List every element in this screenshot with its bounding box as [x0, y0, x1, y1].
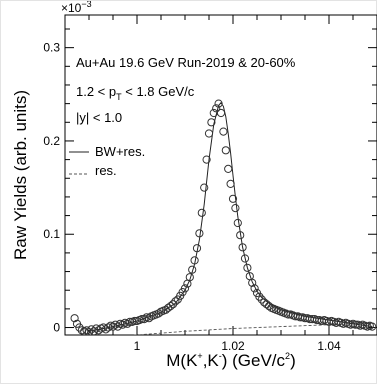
x-tick-label: 1	[134, 339, 141, 353]
data-points	[70, 99, 377, 335]
data-point	[216, 108, 226, 118]
annotation-collision: Au+Au 19.6 GeV Run-2019 & 20-60%	[76, 55, 296, 70]
y-tick-label: 0.2	[43, 134, 60, 148]
data-point	[233, 218, 242, 228]
data-point	[111, 320, 120, 329]
bw-res-curve	[88, 101, 373, 332]
data-point	[368, 322, 377, 331]
data-point	[207, 118, 216, 127]
data-point	[257, 295, 266, 304]
data-point	[221, 146, 230, 155]
res-curve	[131, 322, 373, 335]
annotation-rapidity: |y| < 1.0	[76, 110, 122, 125]
data-point	[231, 204, 240, 213]
data-point	[248, 278, 257, 287]
data-point	[202, 155, 211, 164]
axis-ticks	[64, 15, 377, 335]
data-point	[192, 244, 202, 253]
data-point	[89, 327, 98, 335]
data-point	[228, 194, 238, 203]
data-point	[154, 309, 163, 318]
data-point	[240, 254, 250, 263]
x-axis-title: M(K+,K-) (GeV/c2)	[166, 351, 295, 370]
data-point	[204, 129, 214, 138]
data-point	[188, 265, 197, 274]
data-point	[113, 322, 122, 331]
data-point	[70, 314, 79, 323]
data-point	[190, 256, 199, 265]
y-tick-label: 0	[53, 321, 60, 335]
legend: BW+res. res.	[69, 144, 145, 178]
plot-frame	[64, 14, 377, 336]
legend-label-bw-res: BW+res.	[95, 144, 145, 159]
data-point	[84, 328, 94, 335]
data-point	[123, 319, 132, 328]
y-tick-label: 0.1	[43, 227, 60, 241]
data-point	[197, 208, 206, 217]
annotation-pt-range: 1.2 < pT < 1.8 GeV/c	[76, 84, 195, 102]
data-point	[219, 127, 228, 136]
data-point	[144, 314, 154, 323]
x-tick-label: 1.02	[221, 339, 245, 353]
data-point	[255, 292, 264, 301]
data-point	[140, 315, 149, 324]
legend-label-res: res.	[95, 163, 117, 178]
y-multiplier: ×10−3	[61, 1, 92, 15]
data-point	[168, 300, 178, 309]
data-point	[118, 320, 127, 329]
data-point	[185, 273, 194, 282]
data-point	[212, 104, 221, 113]
data-point	[224, 164, 233, 173]
data-point	[226, 179, 235, 188]
data-point	[238, 243, 247, 252]
data-point	[166, 302, 175, 311]
data-point	[180, 284, 190, 293]
data-point	[101, 325, 110, 334]
data-point	[200, 183, 209, 192]
data-point	[195, 229, 204, 238]
data-point	[264, 302, 274, 311]
data-point	[214, 99, 223, 108]
x-tick-label: 1.04	[317, 339, 341, 353]
y-tick-label: 0.3	[43, 41, 60, 55]
data-point	[171, 297, 180, 306]
data-point	[108, 322, 118, 331]
data-point	[104, 323, 113, 332]
plot-area	[70, 99, 377, 335]
y-axis-title: Raw Yields (arb. units)	[11, 90, 30, 260]
data-point	[236, 231, 245, 240]
data-point	[250, 284, 259, 293]
data-point	[243, 263, 252, 272]
tick-labels: 1 1.02 1.04 0 0.1 0.2 0.3	[43, 41, 341, 353]
